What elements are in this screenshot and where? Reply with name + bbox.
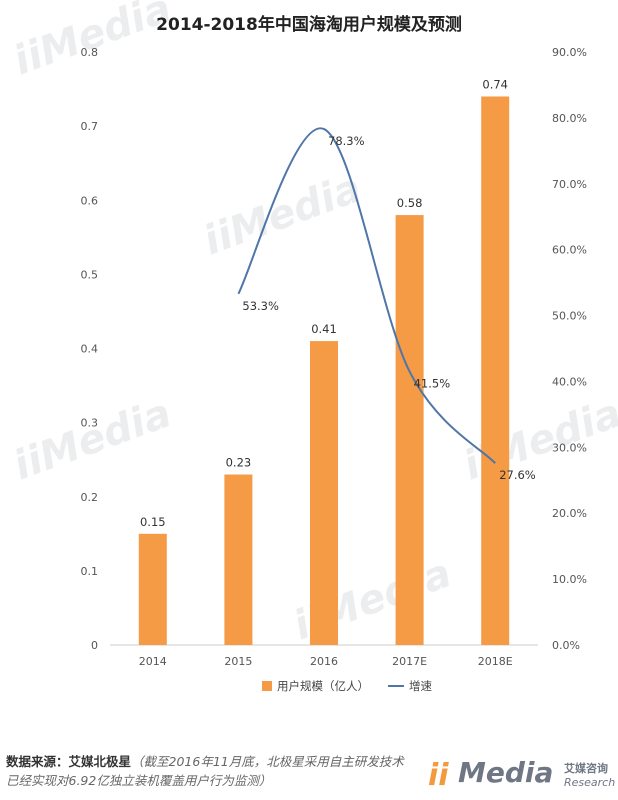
- x-tick-label: 2018E: [478, 655, 513, 668]
- iimedia-logo: ii Media 艾媒咨询 Research: [428, 752, 616, 796]
- x-tick-label: 2015: [224, 655, 252, 668]
- y-left-tick-label: 0.4: [81, 343, 99, 356]
- y-left-tick-label: 0.6: [81, 194, 99, 207]
- bar-series: [138, 96, 510, 646]
- y-right-tick-label: 50.0%: [552, 310, 587, 323]
- bar-label-2014: 0.15: [140, 515, 166, 529]
- y-right-tick-label: 20.0%: [552, 507, 587, 520]
- left-axis: 0 0.1 0.2 0.3 0.4 0.5 0.6 0.7 0.8: [81, 46, 99, 652]
- legend-label-line: 增速: [409, 679, 432, 693]
- legend: 用户规模（亿人） 增速: [262, 679, 432, 693]
- bar-2017E: [395, 215, 424, 645]
- bar-2014: [138, 533, 167, 645]
- logo-mark: ii: [428, 758, 449, 793]
- logo-en: Research: [564, 776, 616, 789]
- y-right-tick-label: 0.0%: [552, 639, 580, 652]
- bar-2015: [224, 474, 253, 645]
- y-right-tick-label: 40.0%: [552, 375, 587, 388]
- y-left-tick-label: 0.3: [81, 417, 99, 430]
- right-axis: 0.0% 10.0% 20.0% 30.0% 40.0% 50.0% 60.0% 70.0% 8…: [552, 46, 587, 652]
- logo-cn: 艾媒咨询: [564, 762, 608, 775]
- watermark-2: iiMedia: [8, 390, 178, 489]
- y-left-tick-label: 0: [91, 639, 98, 652]
- watermark-0: iiMedia: [8, 0, 178, 84]
- line-label-2016: 78.3%: [328, 134, 365, 148]
- y-left-tick-label: 0.1: [81, 565, 99, 578]
- y-right-tick-label: 90.0%: [552, 46, 587, 59]
- y-right-tick-label: 60.0%: [552, 244, 587, 257]
- x-tick-label: 2017E: [392, 655, 427, 668]
- y-left-tick-label: 0.2: [81, 491, 99, 504]
- growth-rate-line: [237, 127, 496, 464]
- y-left-tick-label: 0.7: [81, 120, 99, 133]
- bar-2016: [310, 341, 338, 645]
- bar-data-labels: 0.15 0.23 0.41 0.58 0.74: [140, 77, 508, 528]
- source-label: 数据来源：艾媒北极星: [6, 754, 132, 769]
- line-label-2015: 53.3%: [242, 299, 279, 313]
- y-right-tick-label: 10.0%: [552, 573, 587, 586]
- line-label-2018E: 27.6%: [499, 468, 536, 482]
- bar-2018E: [481, 96, 510, 646]
- y-right-tick-label: 30.0%: [552, 441, 587, 454]
- chart-title: 2014-2018年中国海淘用户规模及预测: [156, 14, 462, 35]
- y-right-tick-label: 80.0%: [552, 112, 587, 125]
- y-left-tick-label: 0.5: [81, 268, 99, 281]
- footer-source: 数据来源：艾媒北极星（截至2016年11月底，北极星采用自主研发技术已经实现对6…: [6, 752, 416, 790]
- y-right-tick-label: 70.0%: [552, 178, 587, 191]
- line-label-2017E: 41.5%: [414, 377, 451, 391]
- source-note: （截至2016年11月底，北极星采用自主研发技术已经实现对6.92亿独立装机覆盖…: [6, 754, 404, 788]
- logo-brand: Media: [458, 756, 554, 789]
- x-axis-ticks: 2014 2015 2016 2017E 2018E: [139, 655, 513, 668]
- legend-label-bar: 用户规模（亿人）: [277, 679, 369, 693]
- x-tick-label: 2016: [310, 655, 338, 668]
- legend-swatch-bar: [262, 681, 272, 691]
- bar-label-2018E: 0.74: [482, 77, 508, 91]
- y-left-tick-label: 0.8: [81, 46, 99, 59]
- line-data-labels: 53.3% 78.3% 41.5% 27.6%: [242, 134, 535, 482]
- bar-label-2016: 0.41: [311, 322, 337, 336]
- x-tick-label: 2014: [139, 655, 167, 668]
- bar-label-2015: 0.23: [226, 456, 252, 470]
- bar-label-2017E: 0.58: [397, 196, 423, 210]
